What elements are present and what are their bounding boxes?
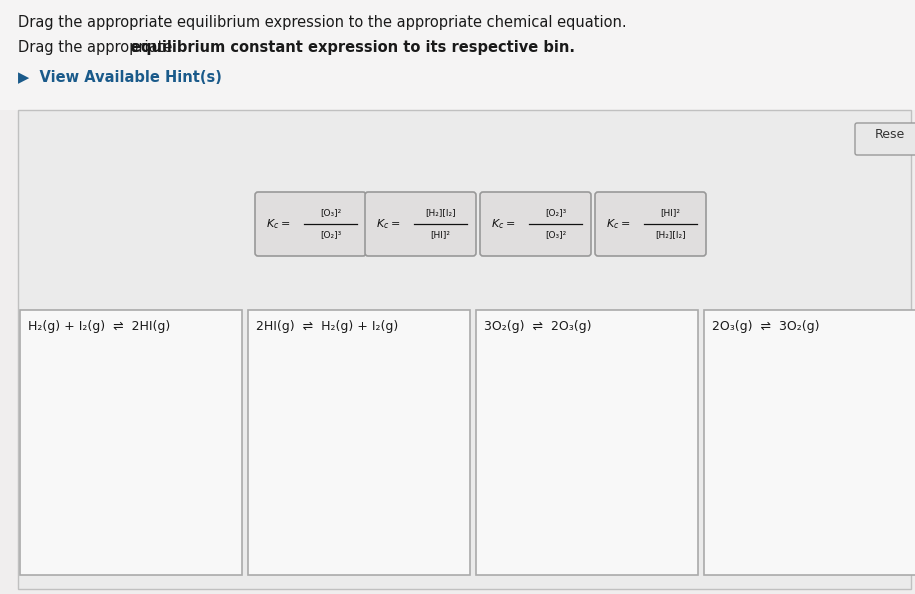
Text: Drag the appropriate equilibrium expression to the appropriate chemical equation: Drag the appropriate equilibrium express… bbox=[18, 15, 627, 30]
Text: 2O₃(g)  ⇌  3O₂(g): 2O₃(g) ⇌ 3O₂(g) bbox=[712, 320, 820, 333]
Text: [O₂]³: [O₂]³ bbox=[320, 230, 341, 239]
Text: [HI]²: [HI]² bbox=[661, 208, 681, 217]
Text: [H₂][I₂]: [H₂][I₂] bbox=[655, 230, 686, 239]
FancyBboxPatch shape bbox=[595, 192, 706, 256]
Text: Drag the appropriate: Drag the appropriate bbox=[18, 40, 177, 55]
Text: [O₃]²: [O₃]² bbox=[320, 208, 341, 217]
Text: 2HI(g)  ⇌  H₂(g) + I₂(g): 2HI(g) ⇌ H₂(g) + I₂(g) bbox=[256, 320, 398, 333]
Text: $K_c =$: $K_c =$ bbox=[376, 217, 400, 231]
Text: [O₂]³: [O₂]³ bbox=[544, 208, 566, 217]
Text: [HI]²: [HI]² bbox=[430, 230, 450, 239]
Bar bbox=[0, 0, 915, 110]
Bar bbox=[20, 310, 242, 575]
Text: equilibrium constant expression to its respective bin.: equilibrium constant expression to its r… bbox=[131, 40, 575, 55]
Text: $K_c =$: $K_c =$ bbox=[491, 217, 515, 231]
FancyBboxPatch shape bbox=[855, 123, 915, 155]
Bar bbox=[704, 310, 915, 575]
Text: $K_c =$: $K_c =$ bbox=[606, 217, 630, 231]
Text: H₂(g) + I₂(g)  ⇌  2HI(g): H₂(g) + I₂(g) ⇌ 2HI(g) bbox=[28, 320, 170, 333]
FancyBboxPatch shape bbox=[255, 192, 366, 256]
Text: [O₃]²: [O₃]² bbox=[544, 230, 566, 239]
Text: Rese: Rese bbox=[875, 128, 905, 141]
Text: $K_c =$: $K_c =$ bbox=[266, 217, 290, 231]
Text: 3O₂(g)  ⇌  2O₃(g): 3O₂(g) ⇌ 2O₃(g) bbox=[484, 320, 591, 333]
Text: ▶  View Available Hint(s): ▶ View Available Hint(s) bbox=[18, 70, 221, 85]
Bar bbox=[18, 110, 911, 589]
Text: [H₂][I₂]: [H₂][I₂] bbox=[425, 208, 456, 217]
Bar bbox=[476, 310, 698, 575]
FancyBboxPatch shape bbox=[480, 192, 591, 256]
Bar bbox=[248, 310, 470, 575]
FancyBboxPatch shape bbox=[365, 192, 476, 256]
